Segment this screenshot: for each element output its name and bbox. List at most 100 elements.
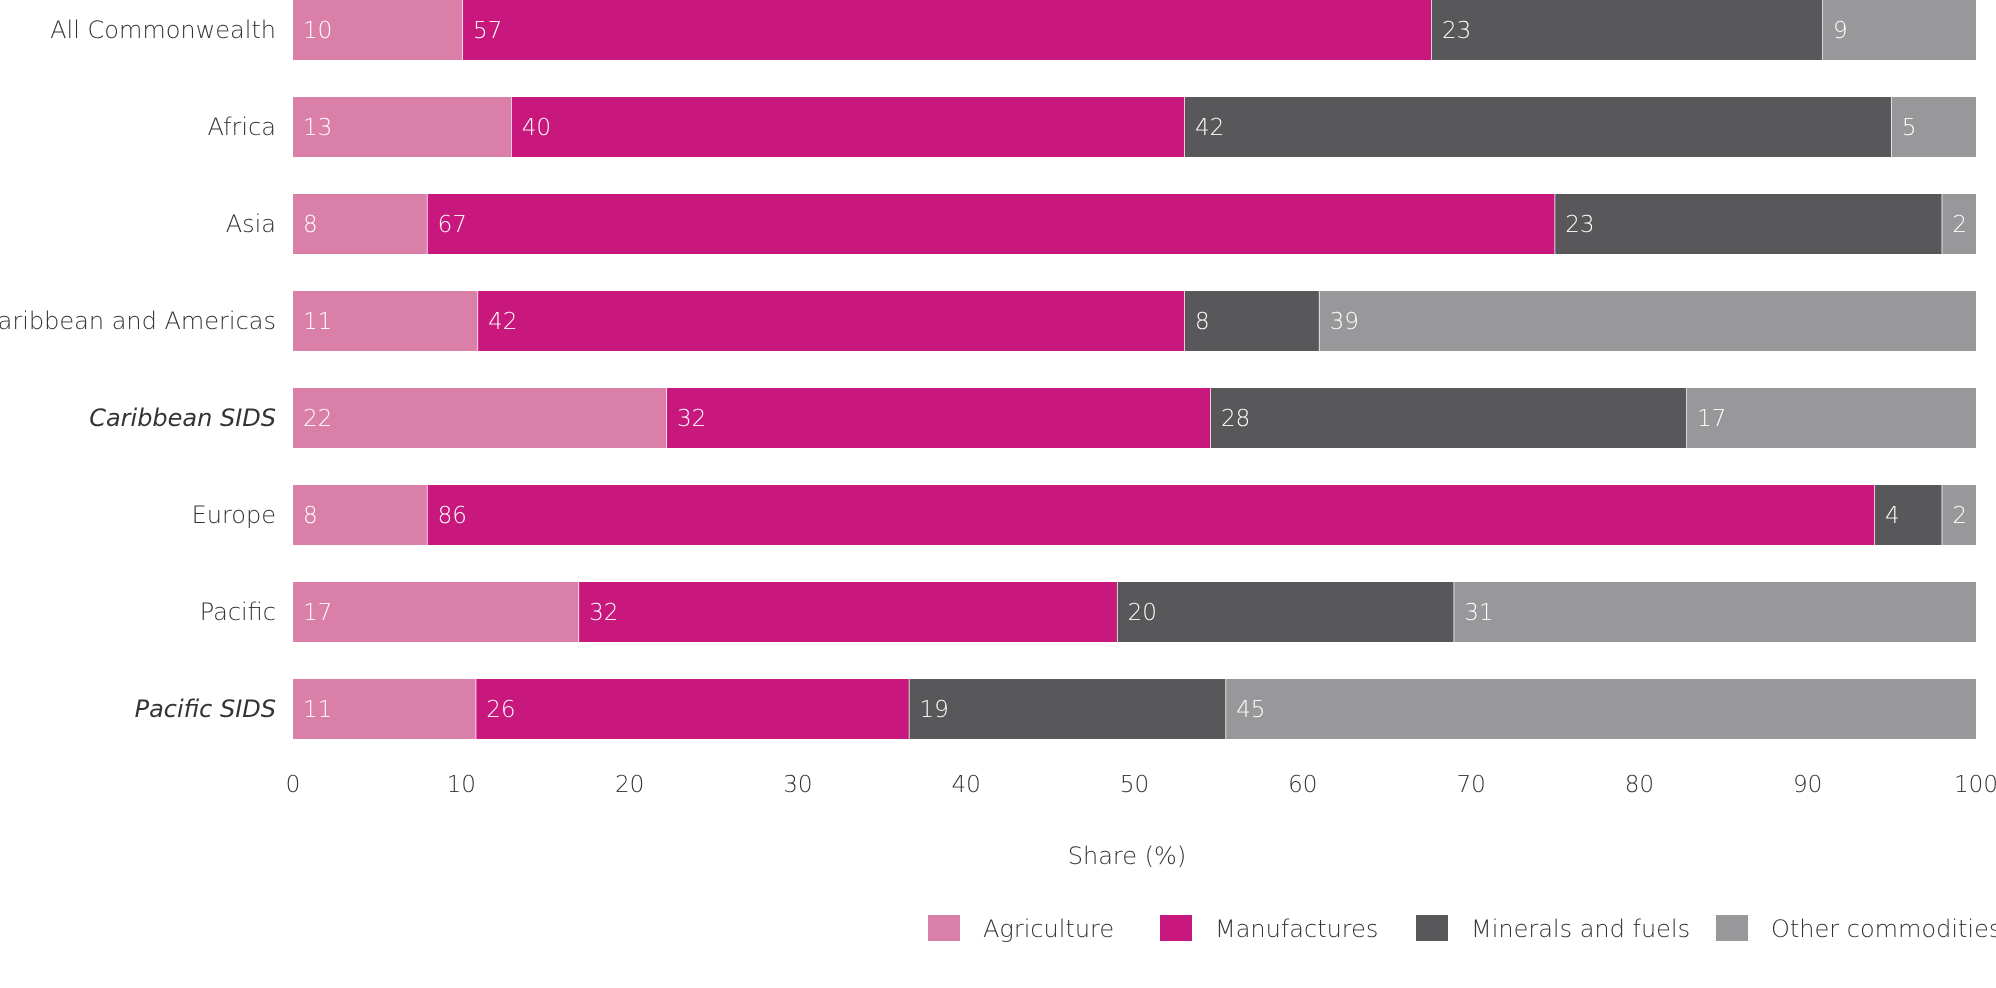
data-label-caribbean-and-americas-agriculture: 11 [303,309,332,335]
legend-swatch-manufactures [1160,915,1192,941]
bar-segment-caribbean-sids-minerals-and-fuels [1211,388,1687,448]
bar-segment-pacific-manufactures [579,582,1118,642]
x-tick-label-70: 70 [1456,772,1485,798]
legend-label-other-commodities: Other commodities [1771,915,1996,943]
data-label-europe-agriculture: 8 [303,503,318,529]
data-label-pacific-sids-other-commodities: 45 [1236,697,1265,723]
legend-label-minerals-and-fuels: Minerals and fuels [1471,915,1690,943]
data-label-africa-agriculture: 13 [303,115,332,141]
bar-segment-asia-other-commodities [1942,194,1976,254]
bar-segment-caribbean-and-americas-minerals-and-fuels [1184,291,1320,351]
bar-segment-asia-agriculture [293,194,428,254]
category-label-africa: Africa [208,113,276,141]
category-label-caribbean-and-americas: Caribbean and Americas [0,307,276,335]
data-label-caribbean-sids-manufactures: 32 [677,406,706,432]
x-tick-label-30: 30 [783,772,812,798]
data-label-europe-minerals-and-fuels: 4 [1885,503,1900,529]
bar-segment-caribbean-sids-other-commodities [1687,388,1976,448]
data-label-pacific-sids-minerals-and-fuels: 19 [920,697,949,723]
legend-label-manufactures: Manufactures [1215,915,1378,943]
bar-segment-africa-agriculture [293,97,512,157]
bar-segment-europe-manufactures [427,485,1876,545]
data-label-all-commonwealth-manufactures: 57 [473,18,502,44]
x-axis-ticks: 0 10 20 30 40 50 60 70 80 90 100 [286,772,1996,798]
x-tick-label-100: 100 [1954,772,1996,798]
data-label-pacific-manufactures: 32 [589,600,618,626]
bar-segment-europe-agriculture [293,485,428,545]
data-label-caribbean-sids-agriculture: 22 [303,406,332,432]
bar-segment-caribbean-sids-agriculture [293,388,667,448]
bar-segment-pacific-other-commodities [1454,582,1976,642]
data-label-pacific-sids-manufactures: 26 [486,697,515,723]
bar-segment-pacific-sids-minerals-and-fuels [909,679,1227,739]
x-tick-label-60: 60 [1288,772,1317,798]
category-label-all-commonwealth: All Commonwealth [50,16,276,44]
data-label-pacific-minerals-and-fuels: 20 [1128,600,1157,626]
data-label-caribbean-and-americas-other-commodities: 39 [1330,309,1359,335]
bar-segment-africa-manufactures [511,97,1185,157]
bar-segment-asia-manufactures [427,194,1556,254]
bar-segment-pacific-agriculture [293,582,580,642]
bar-segment-europe-other-commodities [1942,485,1976,545]
bar-segment-all-commonwealth-minerals-and-fuels [1432,0,1823,60]
x-tick-label-50: 50 [1120,772,1149,798]
data-label-pacific-agriculture: 17 [303,600,332,626]
data-label-caribbean-sids-minerals-and-fuels: 28 [1221,406,1250,432]
bar-segment-pacific-sids-agriculture [293,679,477,739]
data-label-africa-other-commodities: 5 [1902,115,1917,141]
data-label-africa-manufactures: 40 [522,115,551,141]
bar-segment-europe-minerals-and-fuels [1875,485,1943,545]
legend: Agriculture Manufactures Minerals and fuel… [928,915,1996,943]
category-label-asia: Asia [226,210,276,238]
category-labels: All Commonwealth Africa Asia Caribbean and … [0,16,276,723]
data-label-asia-minerals-and-fuels: 23 [1565,212,1594,238]
legend-item-minerals-and-fuels: Minerals and fuels [1416,915,1690,943]
bar-segment-caribbean-and-americas-other-commodities [1319,291,1976,351]
bar-segment-caribbean-and-americas-agriculture [293,291,479,351]
bar-segment-asia-minerals-and-fuels [1555,194,1943,254]
legend-item-agriculture: Agriculture [928,915,1114,943]
data-label-asia-other-commodities: 2 [1952,212,1967,238]
data-label-caribbean-and-americas-manufactures: 42 [488,309,517,335]
data-label-asia-agriculture: 8 [303,212,318,238]
legend-swatch-other-commodities [1716,915,1748,941]
bar-segment-pacific-sids-other-commodities [1226,679,1976,739]
data-label-pacific-other-commodities: 31 [1464,600,1493,626]
data-label-europe-manufactures: 86 [438,503,467,529]
legend-swatch-agriculture [928,915,960,941]
x-axis-title: Share (%) [1068,842,1186,870]
data-label-all-commonwealth-other-commodities: 9 [1833,18,1848,44]
data-label-pacific-sids-agriculture: 11 [303,697,332,723]
data-label-all-commonwealth-minerals-and-fuels: 23 [1442,18,1471,44]
bar-segment-all-commonwealth-agriculture [293,0,463,60]
category-label-pacific-sids: Pacific SIDS [135,695,276,723]
bar-segment-caribbean-sids-manufactures [667,388,1211,448]
bar-segment-all-commonwealth-manufactures [463,0,1432,60]
legend-item-manufactures: Manufactures [1160,915,1378,943]
x-tick-label-0: 0 [286,772,301,798]
legend-label-agriculture: Agriculture [983,915,1114,943]
data-label-asia-manufactures: 67 [438,212,467,238]
data-label-caribbean-sids-other-commodities: 17 [1697,406,1726,432]
bar-segment-pacific-minerals-and-fuels [1117,582,1455,642]
bar-segment-pacific-sids-manufactures [476,679,910,739]
x-tick-label-80: 80 [1625,772,1654,798]
bar-segment-africa-other-commodities [1891,97,1976,157]
legend-item-other-commodities: Other commodities [1716,915,1996,943]
x-tick-label-90: 90 [1793,772,1822,798]
data-label-africa-minerals-and-fuels: 42 [1195,115,1224,141]
legend-swatch-minerals-and-fuels [1416,915,1448,941]
category-label-europe: Europe [192,501,276,529]
data-label-europe-other-commodities: 2 [1952,503,1967,529]
bar-segment-africa-minerals-and-fuels [1184,97,1892,157]
category-label-pacific: Pacific [200,598,276,626]
data-label-caribbean-and-americas-minerals-and-fuels: 8 [1195,309,1210,335]
bar-segment-all-commonwealth-other-commodities [1823,0,1976,60]
bar-segment-caribbean-and-americas-manufactures [478,291,1185,351]
x-tick-label-40: 40 [952,772,981,798]
x-tick-label-20: 20 [615,772,644,798]
data-label-all-commonwealth-agriculture: 10 [303,18,332,44]
x-tick-label-10: 10 [447,772,476,798]
